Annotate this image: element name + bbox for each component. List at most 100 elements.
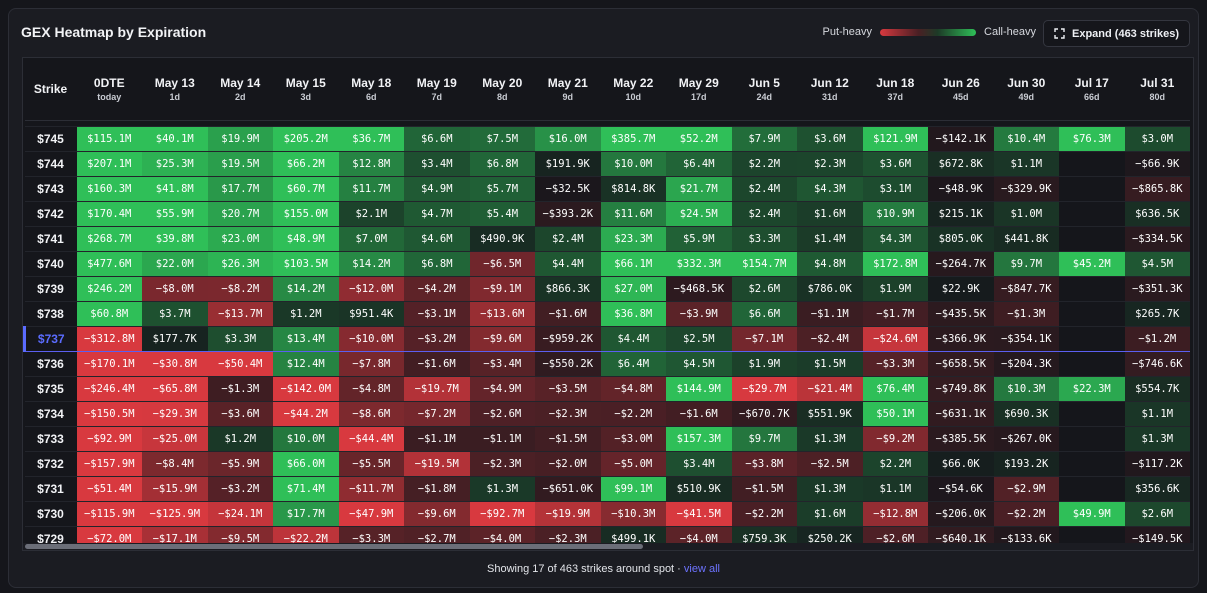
gex-cell[interactable]: −$65.8M [142,376,208,402]
gex-cell[interactable]: $7.5M [469,126,535,152]
gex-cell[interactable]: $23.0M [207,226,273,252]
gex-cell[interactable]: $66.0M [273,451,339,477]
gex-cell[interactable]: $6.4M [666,151,732,177]
gex-cell[interactable]: −$7.1M [731,325,797,352]
gex-cell[interactable]: −$670.7K [731,401,797,427]
gex-cell[interactable]: $2.2M [862,451,928,477]
strike-row[interactable]: $739 $246.2M −$8.0M −$8.2M $14.2M −$12.0M −$4.… [24,276,1190,302]
gex-cell[interactable]: $1.4M [797,226,863,252]
gex-cell[interactable]: −$4.8M [338,376,404,402]
gex-cell[interactable]: −$54.6K [928,476,994,502]
gex-cell[interactable]: $1.6M [797,501,863,527]
gex-cell[interactable]: $10.3M [993,376,1059,402]
gex-cell[interactable]: $3.1M [862,176,928,202]
gex-cell[interactable]: $40.1M [142,126,208,152]
gex-cell[interactable]: −$2.2M [731,501,797,527]
gex-cell[interactable]: −$5.5M [338,451,404,477]
gex-cell[interactable]: −$206.0K [928,501,994,527]
gex-cell[interactable]: −$312.8M [76,325,142,352]
gex-cell[interactable]: −$19.9M [535,501,601,527]
gex-cell[interactable]: −$3.5M [535,376,601,402]
gex-cell[interactable]: −$12.8M [862,501,928,527]
gex-cell[interactable]: $3.6M [862,151,928,177]
gex-cell[interactable]: −$1.1M [404,426,470,452]
gex-cell[interactable]: $39.8M [142,226,208,252]
gex-cell[interactable]: $49.9M [1059,501,1125,527]
gex-cell[interactable]: −$5.0M [600,451,666,477]
gex-cell[interactable]: $12.8M [338,151,404,177]
gex-cell[interactable]: $554.7K [1124,376,1190,402]
gex-cell[interactable]: −$2.5M [797,451,863,477]
gex-cell[interactable]: $2.4M [535,226,601,252]
strike-row[interactable]: $740 $477.6M $22.0M $26.3M $103.5M $14.2M $6.8… [24,251,1190,277]
gex-cell[interactable]: $3.3M [731,226,797,252]
gex-cell[interactable]: −$4.2M [404,276,470,302]
strike-row[interactable]: $733 −$92.9M −$25.0M $1.2M $10.0M −$44.4M −$1.… [24,426,1190,452]
gex-cell[interactable]: $3.4M [404,151,470,177]
gex-cell[interactable]: −$9.6M [404,501,470,527]
gex-cell[interactable]: $121.9M [862,126,928,152]
gex-cell[interactable]: $22.3M [1059,376,1125,402]
gex-cell[interactable]: $66.2M [273,151,339,177]
gex-cell[interactable]: −$3.8M [731,451,797,477]
gex-cell[interactable]: −$2.2M [993,501,1059,527]
gex-cell[interactable]: $1.3M [797,476,863,502]
gex-cell[interactable]: $1.3M [469,476,535,502]
gex-cell[interactable]: −$24.6M [862,325,928,352]
gex-cell[interactable]: −$9.6M [469,325,535,352]
strike-row[interactable]: $741 $268.7M $39.8M $23.0M $48.9M $7.0M $4.6M $… [24,226,1190,252]
gex-cell[interactable]: $160.3M [76,176,142,202]
gex-cell[interactable]: $1.5M [797,351,863,377]
spot-strike-row[interactable]: $737 −$312.8M $177.7K $3.3M $13.4M −$10.0M −$3… [23,325,1190,352]
gex-cell[interactable]: $10.9M [862,201,928,227]
gex-cell[interactable]: $4.3M [862,226,928,252]
gex-cell[interactable]: −$2.9M [993,476,1059,502]
gex-cell[interactable]: −$157.9M [76,451,142,477]
gex-cell[interactable]: −$7.2M [404,401,470,427]
gex-cell[interactable]: −$1.1M [469,426,535,452]
gex-cell[interactable]: $1.2M [273,301,339,327]
gex-cell[interactable]: $17.7M [207,176,273,202]
gex-cell[interactable]: $41.8M [142,176,208,202]
gex-cell[interactable] [1059,151,1125,177]
gex-cell[interactable]: $36.8M [600,301,666,327]
gex-cell[interactable]: $21.7M [666,176,732,202]
gex-cell[interactable]: $265.7K [1124,301,1190,327]
gex-cell[interactable]: $3.3M [207,325,273,352]
gex-cell[interactable]: −$5.9M [207,451,273,477]
gex-cell[interactable]: $1.9M [862,276,928,302]
gex-cell[interactable]: −$29.3M [142,401,208,427]
strike-row[interactable]: $744 $207.1M $25.3M $19.5M $66.2M $12.8M $3.4M… [24,151,1190,177]
gex-cell[interactable]: −$11.7M [338,476,404,502]
gex-cell[interactable]: −$50.4M [207,351,273,377]
gex-cell[interactable] [1059,301,1125,327]
gex-cell[interactable] [1059,276,1125,302]
gex-cell[interactable]: $5.4M [469,201,535,227]
gex-cell[interactable]: $4.9M [404,176,470,202]
gex-cell[interactable]: −$8.4M [142,451,208,477]
gex-cell[interactable]: −$3.4M [469,351,535,377]
gex-cell[interactable]: $6.4M [600,351,666,377]
gex-cell[interactable]: $22.9K [928,276,994,302]
gex-cell[interactable]: $26.3M [207,251,273,277]
expiration-header[interactable]: Jun 26 45d [928,58,994,121]
gex-cell[interactable]: $1.1M [993,151,1059,177]
gex-cell[interactable]: −$21.4M [797,376,863,402]
gex-cell[interactable]: −$550.2K [535,351,601,377]
gex-cell[interactable]: −$13.7M [207,301,273,327]
gex-cell[interactable]: $1.1M [1124,401,1190,427]
gex-cell[interactable]: $9.7M [993,251,1059,277]
gex-cell[interactable]: −$2.6M [469,401,535,427]
gex-cell[interactable]: $441.8K [993,226,1059,252]
expiration-header[interactable]: Jun 18 37d [862,58,928,121]
gex-cell[interactable]: $9.7M [731,426,797,452]
gex-cell[interactable]: $1.6M [797,201,863,227]
gex-cell[interactable]: $2.6M [1124,501,1190,527]
gex-cell[interactable]: −$1.3M [207,376,273,402]
gex-cell[interactable]: $6.8M [469,151,535,177]
gex-cell[interactable]: $2.1M [338,201,404,227]
gex-cell[interactable]: $7.9M [731,126,797,152]
gex-cell[interactable]: $786.0K [797,276,863,302]
gex-cell[interactable]: $1.9M [731,351,797,377]
gex-cell[interactable]: −$3.1M [404,301,470,327]
